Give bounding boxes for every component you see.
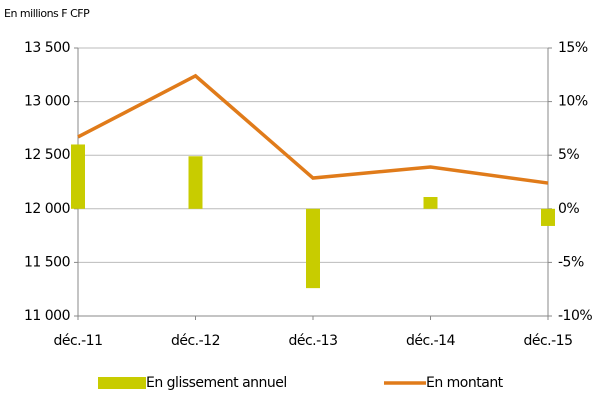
- bar: [423, 197, 438, 209]
- y-tick-label: 12 500: [24, 147, 70, 163]
- bar: [188, 156, 203, 209]
- line: [77, 73, 549, 185]
- chart-subtitle: En millions F CFP: [4, 7, 90, 20]
- legend-swatch: [98, 377, 146, 389]
- y-tick-label: 11 500: [24, 254, 70, 270]
- legend-label: En montant: [426, 375, 504, 391]
- bar: [541, 208, 555, 226]
- x-tick-label: déc.-14: [406, 333, 456, 349]
- y-tick-label: 13 500: [24, 40, 70, 56]
- x-tick-label: déc.-15: [523, 333, 572, 349]
- y-tick-label: 12 000: [24, 201, 70, 217]
- y2-tick-label: 15%: [558, 40, 588, 56]
- y2-tick-label: 0%: [558, 201, 579, 217]
- y-tick-label: 11 000: [24, 308, 70, 324]
- y2-tick-label: 10%: [558, 94, 588, 110]
- y2-tick-label: 5%: [558, 147, 579, 163]
- x-tick-label: déc.-11: [53, 333, 102, 349]
- y-tick-label: 13 000: [24, 94, 70, 110]
- bar: [71, 144, 85, 209]
- bar: [306, 208, 320, 289]
- x-tick-label: déc.-13: [288, 333, 337, 349]
- y2-tick-label: -10%: [558, 308, 592, 324]
- legend-label: En glissement annuel: [146, 375, 287, 391]
- x-tick-label: déc.-12: [171, 333, 220, 349]
- y2-tick-label: -5%: [558, 254, 584, 270]
